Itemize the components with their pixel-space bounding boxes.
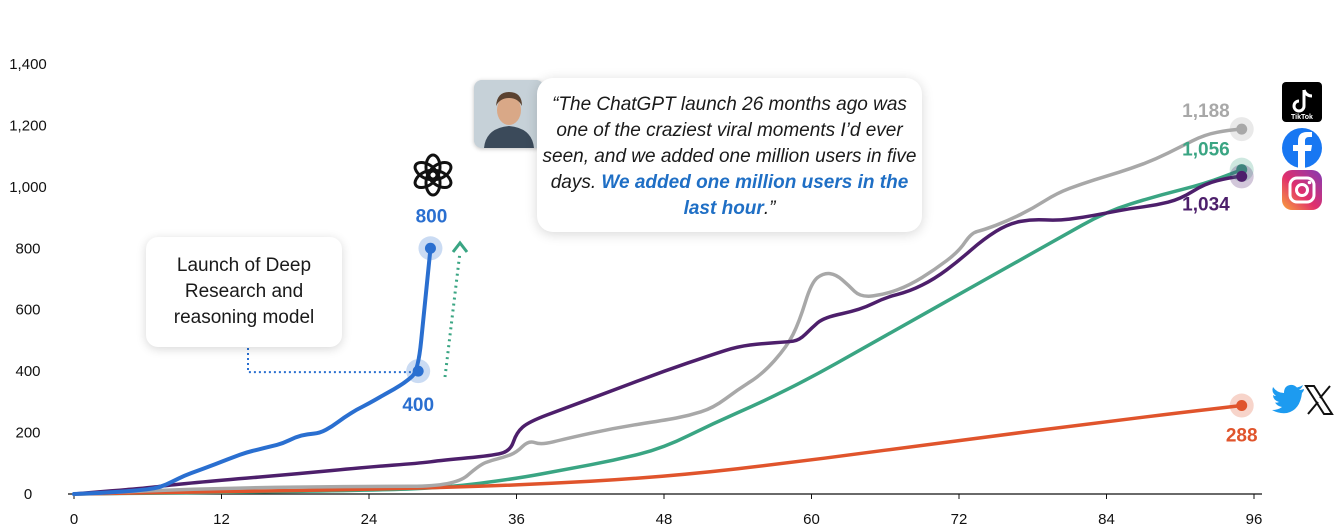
chatgpt-value-label: 800 (416, 206, 448, 227)
person-photo (474, 80, 544, 148)
deep-research-callout: Launch of Deep Research and reasoning mo… (146, 237, 342, 347)
twitter-value-label: 288 (1226, 426, 1258, 447)
y-tick-label: 600 (15, 302, 40, 319)
y-tick-label: 0 (24, 486, 32, 503)
twitter-series-line (72, 403, 1244, 496)
y-tick-label: 800 (15, 240, 40, 257)
quote-text-main: “The ChatGPT launch 26 months ago was on… (542, 94, 917, 193)
chatgpt-value-label: 400 (402, 395, 434, 416)
growth-arrow (443, 251, 462, 378)
y-tick-label: 400 (15, 363, 40, 380)
openai-icon (413, 153, 453, 197)
growth-arrowhead (451, 240, 469, 253)
chatgpt-marker (424, 242, 436, 254)
tiktok-value-label: 1,188 (1182, 101, 1230, 122)
chatgpt-marker (412, 365, 424, 377)
instagram-value-label: 1,034 (1182, 194, 1230, 215)
callout-connector (247, 348, 413, 374)
tiktok-series-line (72, 127, 1244, 496)
avatar (474, 80, 544, 148)
x-tick-label: 24 (361, 511, 378, 528)
label-layer: 1,188 1,056 1,034 288 800 400 (402, 101, 1257, 446)
x-axis: 0 12 24 36 48 60 72 84 96 (70, 494, 1263, 528)
tiktok-icon: TikTok (1282, 82, 1322, 122)
marker-layer (406, 117, 1254, 418)
y-tick-label: 1,200 (9, 117, 47, 134)
tiktok-icon-label: TikTok (1291, 114, 1313, 121)
instagram-series-line (72, 174, 1244, 496)
instagram-marker (1236, 170, 1248, 182)
twitter-marker (1236, 400, 1248, 412)
x-tick-label: 36 (508, 511, 525, 528)
x-tick-label: 96 (1246, 511, 1263, 528)
facebook-icon (1282, 128, 1322, 168)
quote-text-end: .” (763, 198, 776, 219)
x-tick-label: 0 (70, 511, 78, 528)
tiktok-marker (1236, 123, 1248, 135)
x-tick-label: 12 (213, 511, 230, 528)
y-tick-label: 1,400 (9, 56, 47, 73)
x-tick-label: 60 (803, 511, 820, 528)
series-layer (72, 127, 1244, 496)
y-tick-label: 1,000 (9, 179, 47, 196)
x-tick-label: 48 (656, 511, 673, 528)
x-logo-icon (1304, 385, 1334, 415)
x-tick-label: 72 (951, 511, 968, 528)
instagram-icon (1282, 170, 1322, 210)
quote-text: “The ChatGPT launch 26 months ago was on… (537, 92, 922, 222)
chatgpt-series-line (72, 246, 433, 496)
y-tick-label: 200 (15, 425, 40, 442)
y-axis: 0 200 400 600 800 1,000 1,200 1,400 (9, 56, 47, 503)
x-tick-label: 84 (1098, 511, 1115, 528)
twitter-icon (1272, 384, 1304, 414)
quote-highlight: We added one million users in the last h… (601, 172, 909, 219)
quote-card: “The ChatGPT launch 26 months ago was on… (537, 78, 922, 232)
facebook-value-label: 1,056 (1182, 140, 1230, 161)
